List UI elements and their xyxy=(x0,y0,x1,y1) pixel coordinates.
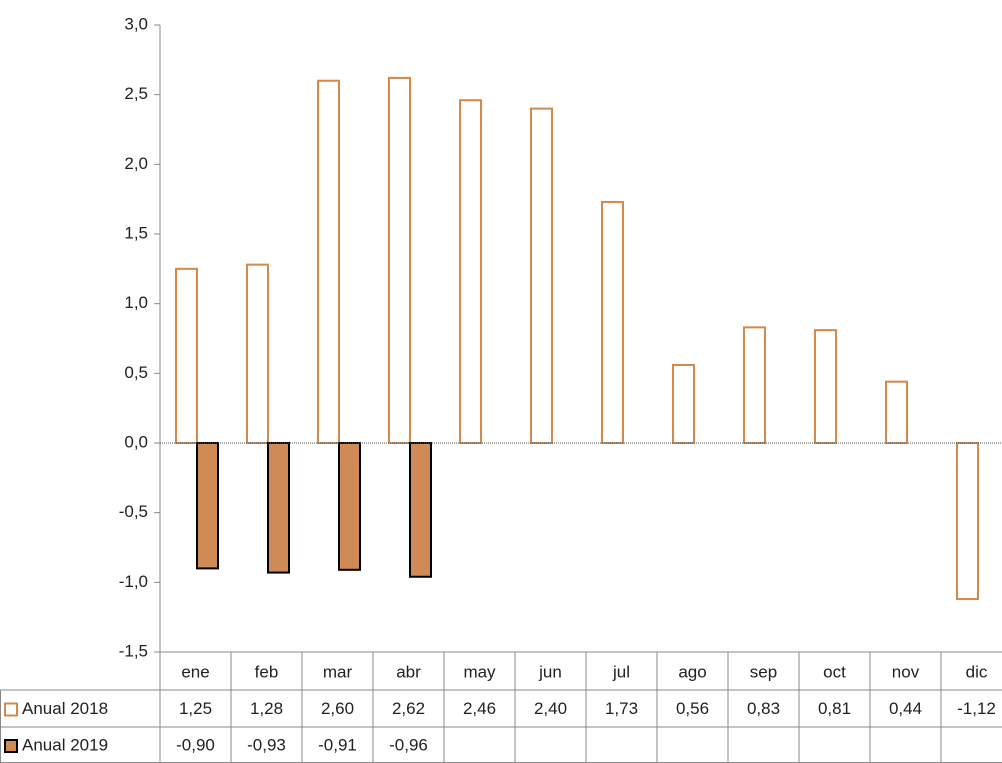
bar xyxy=(388,76,411,445)
data-label: -1,12 xyxy=(957,699,996,718)
x-tick-label: jun xyxy=(538,662,562,681)
bar xyxy=(956,442,979,601)
bar xyxy=(743,326,766,444)
legend-label: Anual 2019 xyxy=(22,735,108,754)
data-label: -0,90 xyxy=(176,735,215,754)
data-label: 2,40 xyxy=(534,699,567,718)
x-tick-label: dic xyxy=(966,662,988,681)
x-tick-label: ene xyxy=(181,662,209,681)
bar xyxy=(317,79,340,444)
data-label: 1,25 xyxy=(179,699,212,718)
bar xyxy=(672,363,695,444)
y-tick-label: -1,5 xyxy=(119,641,148,660)
bar xyxy=(814,329,837,445)
x-tick-label: abr xyxy=(396,662,421,681)
bar xyxy=(409,442,432,578)
bar xyxy=(175,267,198,445)
x-tick-label: oct xyxy=(823,662,846,681)
data-label: 0,81 xyxy=(818,699,851,718)
x-tick-label: mar xyxy=(323,662,353,681)
bar xyxy=(196,442,219,570)
bar xyxy=(267,442,290,574)
x-tick-label: ago xyxy=(678,662,706,681)
legend-swatch xyxy=(4,739,18,753)
bar xyxy=(885,380,908,444)
y-tick-label: 3,0 xyxy=(124,14,148,33)
data-label: 1,28 xyxy=(250,699,283,718)
bar xyxy=(246,263,269,444)
y-tick-label: -1,0 xyxy=(119,572,148,591)
data-label: 2,60 xyxy=(321,699,354,718)
data-label: 1,73 xyxy=(605,699,638,718)
y-tick-label: -0,5 xyxy=(119,502,148,521)
x-tick-label: sep xyxy=(750,662,777,681)
y-tick-label: 1,0 xyxy=(124,293,148,312)
y-tick-label: 2,5 xyxy=(124,84,148,103)
data-label: 2,62 xyxy=(392,699,425,718)
y-tick-label: 2,0 xyxy=(124,154,148,173)
data-label: 2,46 xyxy=(463,699,496,718)
data-label: -0,96 xyxy=(389,735,428,754)
y-tick-label: 1,5 xyxy=(124,223,148,242)
x-tick-label: may xyxy=(463,662,496,681)
y-tick-label: 0,5 xyxy=(124,363,148,382)
x-tick-label: nov xyxy=(892,662,920,681)
bar xyxy=(459,99,482,445)
y-tick-label: 0,0 xyxy=(124,432,148,451)
data-label: 0,56 xyxy=(676,699,709,718)
data-label: -0,93 xyxy=(247,735,286,754)
x-tick-label: jul xyxy=(612,662,630,681)
x-tick-label: feb xyxy=(255,662,279,681)
legend-label: Anual 2018 xyxy=(22,699,108,718)
bar xyxy=(338,442,361,571)
data-label: -0,91 xyxy=(318,735,357,754)
bar xyxy=(601,200,624,444)
legend-swatch xyxy=(4,702,18,717)
data-label: 0,44 xyxy=(889,699,922,718)
data-label: 0,83 xyxy=(747,699,780,718)
bar xyxy=(530,107,553,444)
